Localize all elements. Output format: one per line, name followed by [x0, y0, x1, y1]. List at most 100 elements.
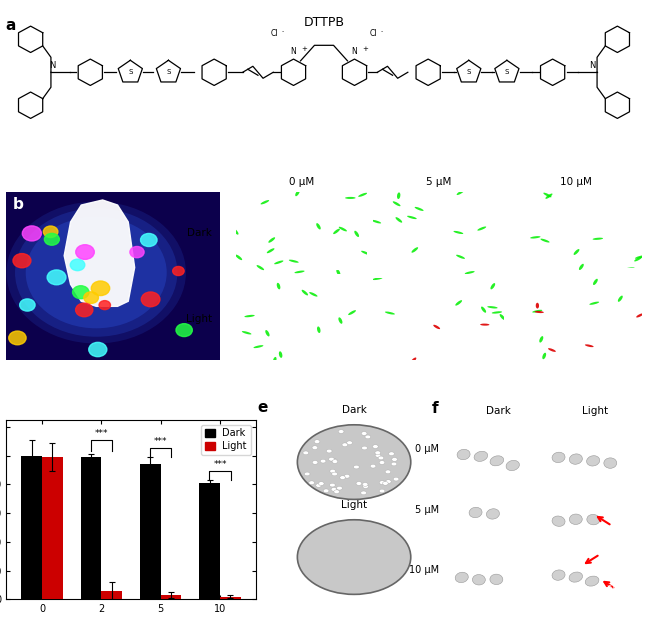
Circle shape — [130, 247, 144, 258]
Ellipse shape — [604, 458, 617, 468]
Circle shape — [354, 465, 359, 469]
Text: Light: Light — [341, 501, 367, 510]
Bar — [101, 591, 122, 599]
Bar — [161, 595, 181, 599]
Ellipse shape — [393, 201, 400, 206]
Ellipse shape — [457, 190, 464, 195]
Circle shape — [378, 456, 384, 460]
Ellipse shape — [535, 311, 544, 313]
Ellipse shape — [586, 455, 599, 466]
Circle shape — [362, 483, 368, 486]
Circle shape — [320, 459, 326, 463]
Circle shape — [70, 259, 85, 271]
Text: 20 μm: 20 μm — [610, 342, 635, 350]
Text: Cl: Cl — [271, 29, 278, 38]
Circle shape — [15, 208, 178, 337]
Ellipse shape — [548, 348, 556, 352]
Circle shape — [43, 226, 58, 237]
Circle shape — [13, 253, 31, 268]
Text: 5 μM: 5 μM — [426, 177, 451, 187]
Ellipse shape — [552, 516, 565, 527]
Ellipse shape — [316, 223, 321, 229]
Ellipse shape — [472, 575, 485, 585]
Circle shape — [385, 470, 391, 473]
Circle shape — [318, 481, 324, 486]
Ellipse shape — [570, 454, 583, 464]
Ellipse shape — [536, 303, 539, 308]
Ellipse shape — [552, 452, 565, 463]
Ellipse shape — [253, 345, 264, 348]
Circle shape — [379, 481, 385, 485]
Ellipse shape — [456, 255, 465, 259]
Ellipse shape — [309, 292, 318, 297]
Ellipse shape — [589, 302, 599, 305]
Circle shape — [331, 459, 337, 462]
Ellipse shape — [635, 255, 645, 259]
Circle shape — [361, 491, 366, 495]
Ellipse shape — [465, 271, 475, 274]
Circle shape — [316, 483, 321, 488]
Ellipse shape — [257, 265, 264, 270]
Circle shape — [347, 441, 353, 444]
Text: Light: Light — [186, 314, 212, 324]
Ellipse shape — [618, 295, 623, 302]
Circle shape — [172, 266, 184, 276]
Circle shape — [393, 477, 399, 481]
Circle shape — [332, 460, 338, 464]
Ellipse shape — [491, 283, 495, 289]
Circle shape — [312, 446, 318, 449]
Circle shape — [373, 445, 378, 449]
Ellipse shape — [500, 314, 505, 320]
Ellipse shape — [242, 331, 251, 334]
Ellipse shape — [274, 261, 283, 265]
Text: S: S — [128, 69, 132, 75]
Ellipse shape — [457, 449, 470, 460]
Ellipse shape — [235, 255, 242, 260]
Text: N: N — [291, 47, 296, 56]
Circle shape — [305, 472, 310, 476]
Ellipse shape — [593, 279, 598, 285]
Text: ***: *** — [213, 460, 227, 469]
Ellipse shape — [373, 277, 382, 280]
Ellipse shape — [492, 311, 502, 313]
Ellipse shape — [469, 507, 482, 518]
Ellipse shape — [579, 264, 584, 270]
Text: a: a — [5, 19, 16, 33]
Circle shape — [389, 452, 395, 455]
Circle shape — [365, 435, 371, 439]
Circle shape — [314, 440, 320, 444]
Ellipse shape — [587, 514, 600, 525]
Circle shape — [375, 451, 380, 455]
Ellipse shape — [295, 190, 300, 197]
Ellipse shape — [478, 227, 486, 231]
Text: -: - — [282, 29, 284, 34]
Circle shape — [391, 462, 397, 466]
Circle shape — [330, 483, 335, 487]
Circle shape — [340, 476, 345, 480]
Circle shape — [312, 460, 318, 464]
Ellipse shape — [539, 336, 543, 342]
Circle shape — [362, 431, 367, 435]
Ellipse shape — [585, 576, 599, 586]
Ellipse shape — [542, 353, 546, 359]
Circle shape — [362, 446, 367, 450]
Circle shape — [332, 472, 338, 476]
Ellipse shape — [301, 290, 308, 295]
Legend: Dark, Light: Dark, Light — [201, 425, 251, 455]
Ellipse shape — [506, 460, 520, 471]
Ellipse shape — [336, 269, 340, 276]
Circle shape — [303, 451, 308, 455]
Circle shape — [342, 443, 348, 447]
Circle shape — [327, 449, 332, 453]
Text: S: S — [167, 69, 170, 75]
Circle shape — [323, 489, 329, 493]
Text: N: N — [352, 47, 357, 56]
Ellipse shape — [454, 231, 463, 234]
Circle shape — [391, 457, 397, 461]
Ellipse shape — [358, 193, 367, 197]
Circle shape — [379, 489, 385, 493]
Circle shape — [375, 454, 381, 457]
Text: S: S — [467, 69, 471, 75]
Circle shape — [297, 520, 411, 595]
Ellipse shape — [294, 271, 305, 273]
